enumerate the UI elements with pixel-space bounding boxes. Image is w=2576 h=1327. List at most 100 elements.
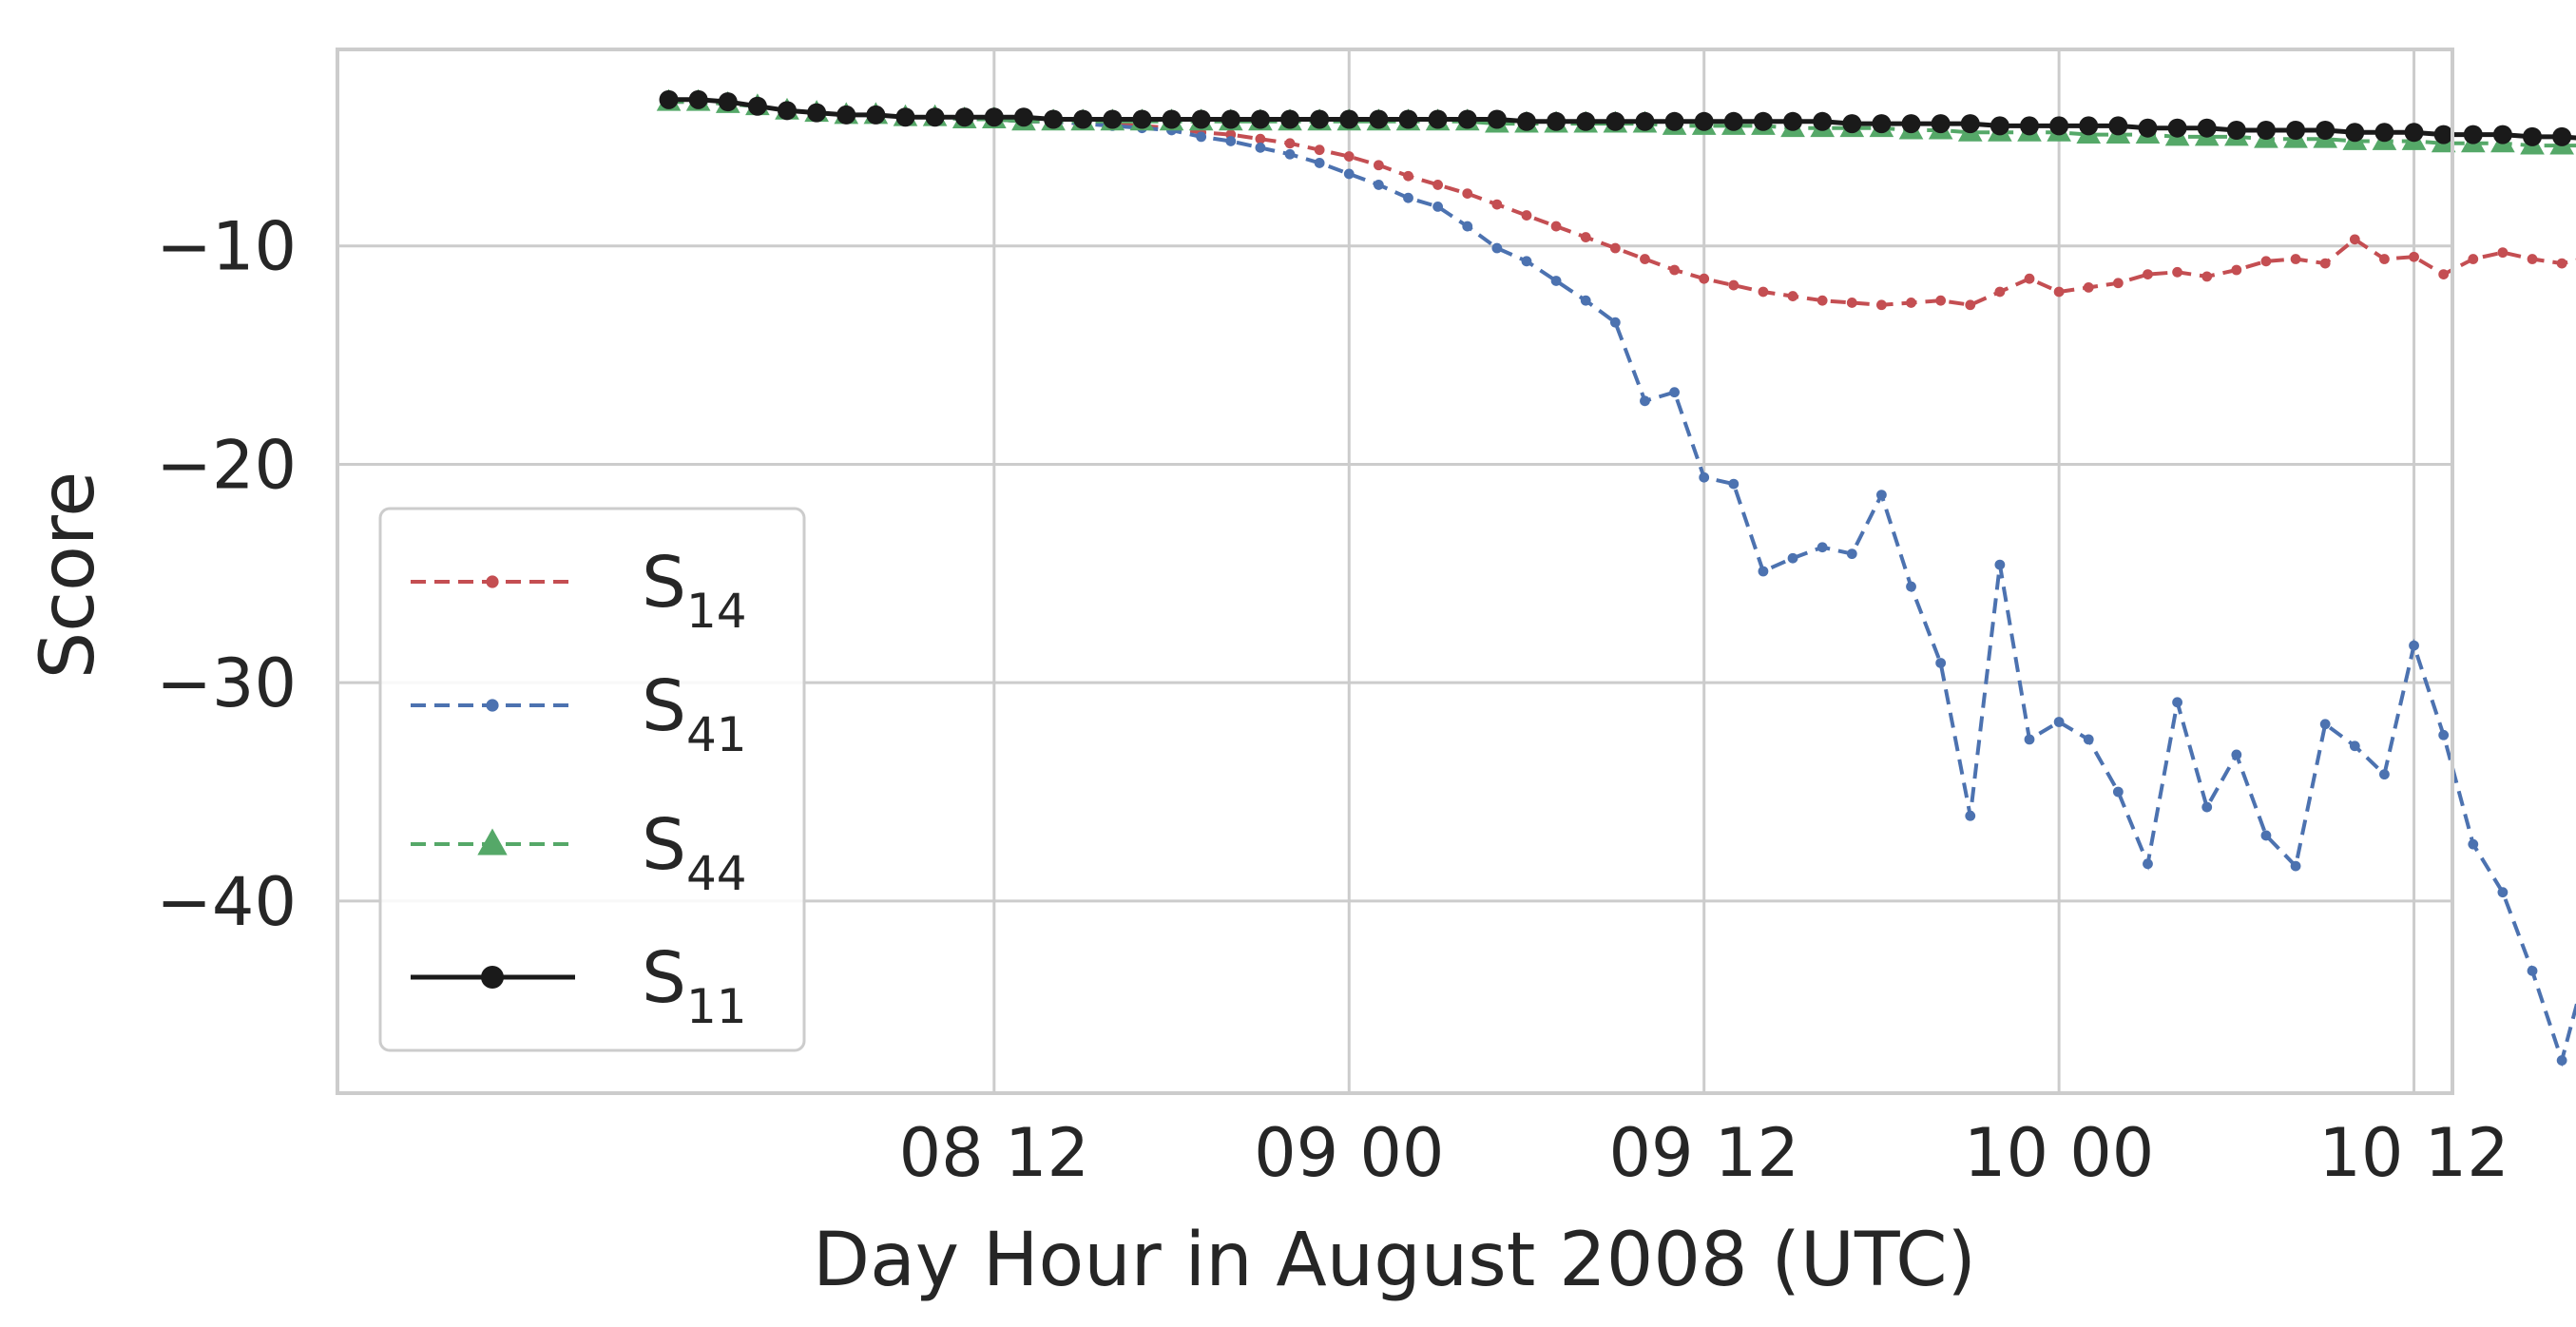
- data-point: [2316, 120, 2336, 140]
- legend-label: S44: [642, 804, 747, 901]
- data-point: [2290, 860, 2301, 872]
- data-point: [1640, 254, 1650, 264]
- x-tick-label: 08 12: [899, 1114, 1089, 1192]
- data-point: [1403, 170, 1413, 182]
- data-point: [1990, 116, 2009, 136]
- data-point: [2556, 258, 2567, 269]
- legend-entry-s11: S11: [411, 937, 747, 1034]
- legend-entry-s14: S14: [411, 542, 747, 639]
- data-point: [2468, 254, 2479, 264]
- data-point: [1162, 109, 1182, 129]
- data-point: [1432, 180, 1444, 190]
- data-point: [747, 96, 767, 116]
- x-tick-label: 10 12: [2318, 1114, 2509, 1192]
- legend-marker: [477, 828, 508, 856]
- data-point: [2260, 830, 2272, 841]
- data-point: [1457, 109, 1477, 129]
- data-point: [1787, 552, 1798, 564]
- legend-box: [378, 507, 806, 1052]
- data-point: [1699, 273, 1710, 284]
- data-point: [2404, 123, 2424, 143]
- data-point: [2497, 247, 2509, 259]
- data-point: [2020, 116, 2039, 136]
- data-point: [1994, 286, 2006, 298]
- data-point: [807, 103, 827, 123]
- data-point: [1817, 542, 1828, 553]
- data-point: [1699, 471, 1710, 483]
- data-point: [2172, 266, 2182, 278]
- data-point: [1073, 109, 1093, 129]
- data-point: [659, 89, 679, 109]
- data-point: [1965, 299, 1976, 311]
- data-point: [2112, 278, 2124, 289]
- data-point: [866, 105, 886, 125]
- data-point: [2374, 123, 2394, 143]
- data-point: [1994, 559, 2006, 570]
- data-point: [2438, 269, 2450, 279]
- data-point: [1521, 256, 1532, 267]
- data-point: [1580, 232, 1591, 242]
- legend-marker: [481, 966, 504, 989]
- data-point: [1846, 548, 1857, 560]
- legend-label: S14: [642, 542, 747, 639]
- data-point: [2112, 786, 2124, 798]
- data-point: [895, 107, 915, 127]
- data-point: [1373, 160, 1384, 171]
- data-point: [1255, 133, 1266, 144]
- data-point: [1783, 111, 1803, 131]
- data-point: [1605, 111, 1625, 131]
- data-point: [1669, 387, 1680, 398]
- legend: S14 S41 S44 S11: [378, 507, 806, 1052]
- data-point: [2492, 125, 2512, 144]
- data-point: [1609, 242, 1621, 254]
- data-point: [1343, 151, 1355, 162]
- data-point: [2463, 125, 2483, 144]
- data-point: [925, 107, 945, 127]
- data-point: [2138, 118, 2158, 138]
- data-point: [1960, 114, 1980, 134]
- data-point: [1723, 111, 1743, 131]
- data-point: [688, 89, 708, 109]
- data-point: [1876, 490, 1887, 501]
- data-point: [2468, 838, 2479, 850]
- data-point: [1103, 109, 1123, 129]
- plot-frame: [336, 48, 2454, 1095]
- data-point: [2201, 801, 2213, 813]
- data-point: [2167, 118, 2187, 138]
- data-point: [1491, 242, 1503, 254]
- data-point: [1931, 114, 1951, 134]
- data-point: [2556, 1055, 2567, 1066]
- data-point: [2286, 120, 2306, 140]
- data-point: [1225, 136, 1237, 146]
- data-point: [1901, 114, 1921, 134]
- data-point: [2083, 734, 2094, 745]
- data-point: [1906, 581, 1916, 592]
- data-point: [1694, 111, 1714, 131]
- data-point: [984, 107, 1004, 127]
- data-point: [2260, 256, 2272, 267]
- data-point: [718, 92, 738, 112]
- data-point: [2108, 116, 2128, 136]
- data-point: [2231, 749, 2242, 760]
- data-point: [1044, 109, 1064, 129]
- data-point: [1339, 109, 1359, 129]
- data-point: [2433, 125, 2453, 144]
- data-point: [2319, 258, 2331, 269]
- data-point: [1635, 111, 1655, 131]
- data-point: [1842, 114, 1862, 134]
- data-point: [1314, 158, 1325, 168]
- x-tick-label: 10 00: [1964, 1114, 2154, 1192]
- data-point: [1487, 109, 1507, 129]
- legend-marker: [486, 575, 499, 588]
- data-point: [1250, 109, 1270, 129]
- data-point: [1013, 107, 1033, 127]
- data-point: [2201, 271, 2213, 282]
- data-point: [2497, 887, 2509, 898]
- data-point: [2024, 734, 2035, 745]
- legend-label: S41: [642, 665, 747, 762]
- data-point: [1817, 295, 1828, 306]
- y-tick-label: −40: [156, 863, 297, 941]
- data-point: [778, 101, 798, 121]
